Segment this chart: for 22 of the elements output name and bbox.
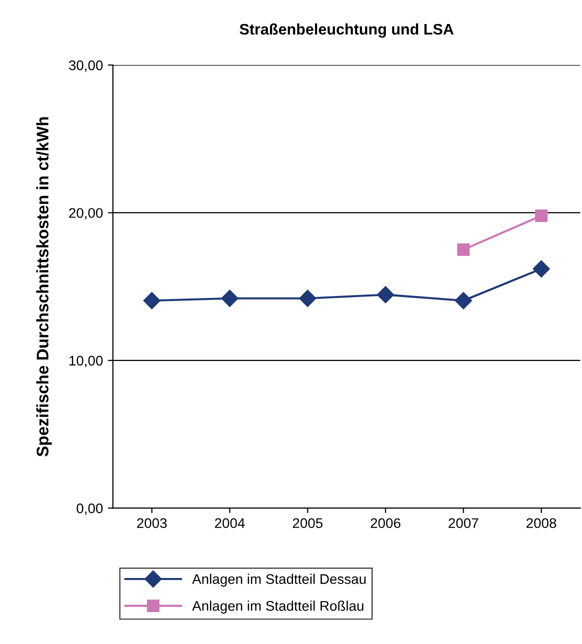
point <box>454 292 472 310</box>
x-tick-label: 2004 <box>214 518 245 528</box>
point <box>221 290 238 307</box>
y-axis-title: Spezifische Durchschnittskosten in ct/kWh <box>36 117 52 456</box>
x-tick-label: 2003 <box>137 518 167 528</box>
point <box>143 292 160 310</box>
point <box>376 286 394 304</box>
y-tick-label: 0,00 <box>76 503 103 515</box>
x-tick-label: 2005 <box>292 518 323 528</box>
y-tick-label: 30,00 <box>68 60 103 72</box>
x-tick-label: 2008 <box>526 518 556 528</box>
legend-label: Anlagen im Stadtteil Roßlau <box>192 600 364 614</box>
point <box>299 290 316 307</box>
legend-label: Anlagen im Stadtteil Dessau <box>192 574 366 587</box>
y-tick-label: 20,00 <box>69 208 103 220</box>
y-tick-label: 10,00 <box>69 356 103 368</box>
point <box>535 209 548 222</box>
x-tick-label: 2006 <box>370 518 400 528</box>
point <box>532 260 550 278</box>
point <box>457 243 470 256</box>
chart-title: Straßenbeleuchtung und LSA <box>240 23 454 38</box>
x-tick-label: 2007 <box>448 518 478 528</box>
